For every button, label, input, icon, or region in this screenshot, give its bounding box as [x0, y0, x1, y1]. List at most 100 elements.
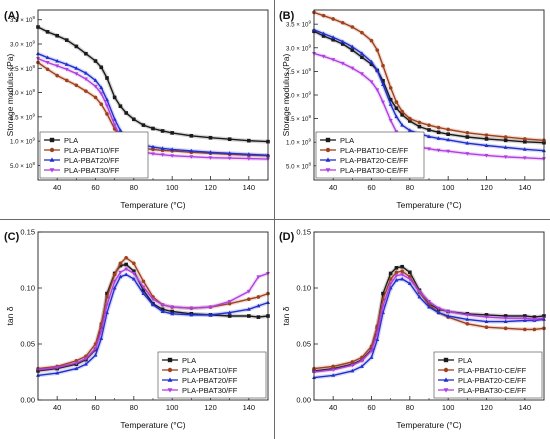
data-point — [436, 125, 441, 130]
data-point — [208, 156, 213, 160]
data-point — [523, 327, 527, 332]
data-point — [151, 147, 155, 152]
x-tick-label: 80 — [406, 403, 414, 412]
x-tick-label: 40 — [329, 183, 337, 192]
legend-swatch-marker — [167, 388, 173, 393]
data-point — [359, 72, 364, 76]
data-point — [160, 153, 165, 157]
data-point — [74, 361, 79, 366]
data-point — [503, 326, 508, 331]
data-point — [45, 55, 50, 60]
legend-swatch-marker — [325, 137, 331, 143]
data-point — [408, 270, 412, 275]
data-point — [99, 92, 104, 96]
data-point — [503, 135, 508, 139]
data-point — [55, 64, 60, 69]
data-point — [436, 306, 441, 311]
data-point — [246, 152, 251, 156]
x-tick-label: 60 — [91, 183, 99, 192]
data-point — [331, 364, 335, 369]
data-point — [532, 317, 537, 322]
data-point — [417, 120, 422, 125]
panel-label: (B) — [279, 10, 295, 22]
data-point — [484, 319, 489, 324]
data-point — [427, 123, 431, 128]
data-point — [99, 329, 104, 333]
data-point — [208, 135, 213, 140]
data-point — [331, 35, 336, 39]
data-point — [93, 78, 98, 82]
data-point — [247, 297, 251, 302]
y-tick-label: 2.0 × 109 — [286, 91, 312, 100]
data-point — [407, 281, 412, 285]
data-point — [227, 300, 232, 304]
data-point — [105, 303, 109, 307]
x-tick-label: 140 — [243, 403, 256, 412]
legend-entry-label: PLA — [458, 356, 472, 365]
data-point — [436, 136, 441, 140]
data-point — [465, 313, 470, 318]
legend-swatch-marker — [325, 147, 331, 153]
data-point — [189, 148, 194, 153]
data-point — [112, 279, 117, 284]
y-tick-label: 0.00 — [20, 396, 35, 405]
y-tick-label: 3.5 × 109 — [286, 20, 312, 29]
data-point — [522, 156, 527, 160]
series-line — [313, 29, 545, 152]
data-point — [359, 359, 364, 363]
data-point — [446, 137, 451, 142]
data-point — [369, 80, 374, 84]
data-point — [118, 104, 123, 108]
data-point — [484, 133, 489, 137]
data-point — [417, 289, 422, 294]
data-point — [394, 270, 399, 275]
data-point — [503, 316, 508, 321]
data-point — [189, 134, 194, 138]
data-point — [381, 63, 385, 68]
data-point — [160, 146, 165, 150]
chart-panel-2: (B) 40 60 80 100 120 140 5.0 × 108 1.0 × 109 1.5 … — [279, 9, 546, 210]
series-halo — [313, 10, 545, 143]
data-point — [394, 106, 399, 111]
data-point — [256, 303, 261, 308]
data-point — [64, 78, 69, 83]
data-point — [112, 95, 117, 100]
data-point — [400, 276, 405, 281]
x-tick-label: 140 — [519, 403, 532, 412]
data-point — [99, 65, 104, 70]
data-point — [484, 137, 489, 141]
data-point — [74, 44, 79, 49]
data-point — [436, 310, 441, 315]
data-point — [124, 262, 128, 267]
x-axis-label: Temperature (°C) — [396, 420, 461, 430]
data-point — [170, 154, 175, 158]
data-point — [74, 83, 79, 88]
data-point — [375, 68, 380, 72]
data-point — [124, 272, 129, 276]
data-point — [388, 102, 393, 106]
data-point — [105, 112, 109, 116]
data-point — [381, 304, 385, 309]
data-point — [55, 58, 60, 63]
data-point — [331, 373, 336, 377]
y-tick-exponent: 9 — [308, 138, 311, 143]
data-point — [436, 148, 441, 153]
data-point — [99, 102, 104, 107]
y-tick-label: 0.15 — [20, 228, 35, 237]
data-point — [55, 33, 59, 38]
data-point — [350, 363, 355, 368]
legend-entry-label: PLA-PBAT10/FF — [182, 366, 238, 375]
y-axis-label: tan δ — [281, 306, 291, 325]
data-point — [45, 61, 50, 65]
chart-panel-1: (A) 40 60 80 100 120 140 5.0 × 108 1.0 × 109 1.5 … — [4, 9, 270, 210]
data-point — [400, 109, 404, 114]
x-tick-label: 60 — [91, 403, 99, 412]
x-tick-label: 120 — [480, 403, 493, 412]
data-point — [45, 30, 50, 34]
data-point — [131, 276, 136, 281]
data-point — [400, 123, 405, 127]
data-point — [105, 104, 109, 108]
y-axis-label: Storage modulus (Pa) — [281, 53, 291, 136]
data-point — [112, 117, 117, 121]
data-point — [408, 116, 412, 121]
